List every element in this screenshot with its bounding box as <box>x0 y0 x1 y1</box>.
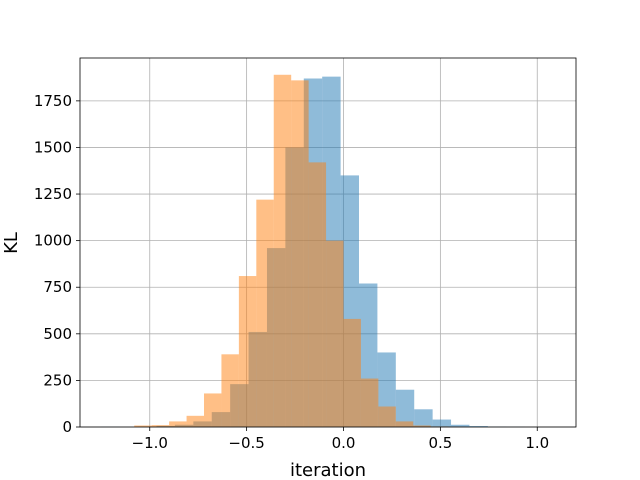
histogram-bar <box>451 424 470 427</box>
y-tick-label: 250 <box>43 371 72 389</box>
histogram-bar <box>343 318 361 427</box>
histogram-bar <box>378 406 396 427</box>
y-tick-label: 1000 <box>34 232 72 250</box>
histogram-bar <box>414 409 433 427</box>
histogram-bar <box>360 378 379 427</box>
histogram-bar <box>395 421 414 427</box>
histogram-bar <box>413 425 431 427</box>
histogram-bar <box>395 389 415 427</box>
histogram-bar <box>256 199 274 427</box>
histogram-bar <box>169 421 187 427</box>
y-tick-label: 500 <box>43 325 72 343</box>
x-tick-label: 0.5 <box>428 434 452 452</box>
histogram-bar <box>221 354 239 427</box>
series-1-bars <box>134 74 466 427</box>
x-tick-label: −1.0 <box>132 434 168 452</box>
histogram-bar <box>273 74 292 427</box>
histogram-bar <box>291 80 309 427</box>
histogram-bar <box>469 426 488 427</box>
y-tick-label: 0 <box>62 418 72 436</box>
histogram-bar <box>326 240 344 427</box>
plot-frame <box>79 57 577 428</box>
histogram-bar <box>134 425 152 427</box>
histogram-bar <box>432 419 452 427</box>
histogram-bar <box>238 276 257 427</box>
histogram-bar <box>186 415 204 427</box>
x-tick-label: −0.5 <box>228 434 264 452</box>
histogram-bar <box>151 425 170 427</box>
y-tick-label: 1750 <box>34 92 72 110</box>
y-tick-label: 750 <box>43 278 72 296</box>
y-axis-label: KL <box>1 232 22 254</box>
y-tick-label: 1250 <box>34 185 72 203</box>
y-tick-label: 1500 <box>34 138 72 156</box>
x-tick-label: 1.0 <box>525 434 549 452</box>
x-tick-label: 0.0 <box>332 434 356 452</box>
x-axis-label: iteration <box>290 460 366 480</box>
histogram-bars <box>101 74 525 428</box>
histogram-bar <box>204 393 222 427</box>
axis-ticks: −1.0 −0.5 0.0 0.5 1.0 0 250 500 750 1000 1250 1500 1… <box>34 92 549 452</box>
histogram-bar <box>308 162 327 427</box>
